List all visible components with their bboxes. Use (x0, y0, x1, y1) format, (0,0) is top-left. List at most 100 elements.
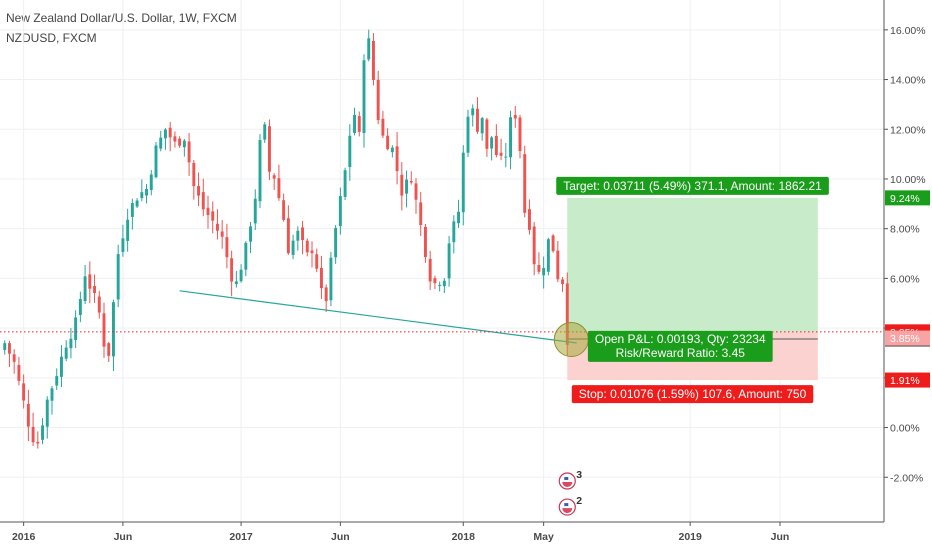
candle-body (258, 140, 262, 202)
candle-body (433, 278, 437, 284)
chart-legend: New Zealand Dollar/U.S. Dollar, 1W, FXCM… (6, 8, 237, 48)
candle-body (414, 183, 418, 200)
candle-body (305, 240, 309, 253)
event-marker[interactable]: 3 (558, 469, 582, 490)
candle-body (286, 218, 290, 254)
candle-body (532, 226, 536, 265)
candle-body (206, 207, 210, 216)
candle-body (542, 268, 546, 276)
candle-body (3, 343, 7, 351)
candle-body (97, 296, 101, 313)
candle-body (111, 302, 115, 357)
candle-body (494, 135, 498, 155)
candle-body (230, 258, 234, 282)
candle-body (50, 388, 54, 401)
y-tick-label: -2.00% (890, 472, 923, 484)
x-tick-label: Jun (331, 531, 350, 543)
flag-icon-canton (564, 503, 569, 507)
candle-body (490, 137, 494, 149)
flag-icon-fill (562, 508, 573, 514)
candle-body (197, 186, 201, 196)
candle-body (561, 279, 565, 284)
candle-body (452, 221, 456, 243)
candle-body (371, 40, 375, 81)
candle-body (485, 119, 489, 149)
y-tick-label: 16.00% (890, 25, 926, 37)
x-tick-label: 2019 (679, 531, 703, 543)
stop-label-bg (571, 385, 814, 404)
candle-body (45, 399, 49, 427)
y-tick-label: 8.00% (890, 224, 920, 236)
flag-icon-canton (564, 476, 569, 480)
candle-body (22, 383, 26, 401)
candle-body (405, 179, 409, 194)
candle-body (126, 219, 130, 241)
candle-body (178, 138, 182, 146)
candle-body (12, 354, 16, 362)
candle-body (234, 281, 238, 285)
candle-body (442, 280, 446, 287)
candle-body (291, 240, 295, 255)
candle-body (362, 60, 366, 133)
candle-body (376, 79, 380, 121)
open-pnl-box[interactable]: Open P&L: 0.00193, Qty: 23234Risk/Reward… (587, 330, 773, 362)
candle-body (31, 427, 35, 443)
candle-body (272, 175, 276, 179)
y-tick-label: 6.00% (890, 273, 920, 285)
x-tick-label: Jun (771, 531, 790, 543)
candle-body (565, 283, 569, 345)
candle-body (192, 162, 196, 187)
candle-body (36, 441, 40, 444)
candle-body (461, 152, 465, 213)
candle-body (78, 299, 82, 315)
candle-body (338, 196, 342, 227)
open-price-badge-bg (885, 330, 930, 346)
candle-body (315, 254, 319, 269)
target-label[interactable]: Target: 0.03711 (5.49%) 371.1, Amount: 1… (556, 176, 829, 195)
event-count: 3 (576, 469, 582, 481)
open-pnl-text: Open P&L: 0.00193, Qty: 23234 (595, 332, 766, 346)
candle-body (55, 376, 59, 386)
candle-body (334, 227, 338, 258)
y-tick-label: 10.00% (890, 174, 926, 186)
candle-body (135, 200, 139, 207)
candle-body (244, 242, 248, 270)
candle-body (367, 38, 371, 60)
candle-body (513, 115, 517, 119)
price-badge-bg (885, 372, 930, 388)
open-pnl-bg (587, 330, 773, 362)
candle-body (296, 230, 300, 241)
candle-body (353, 114, 357, 134)
candle-body (69, 338, 73, 349)
position-labels[interactable]: Target: 0.03711 (5.49%) 371.1, Amount: 1… (556, 176, 829, 404)
target-label-bg (556, 176, 829, 195)
candle-body (390, 147, 394, 153)
event-markers[interactable]: 32 (558, 469, 582, 516)
price-badges: 9.24%3.85%3.56%1.91%3.85% (885, 190, 930, 388)
candle-body (7, 343, 11, 354)
candle-body (239, 269, 243, 282)
candle-body (546, 239, 550, 272)
candle-body (475, 108, 479, 132)
price-badge-bg (885, 190, 930, 206)
candle-body (537, 264, 541, 272)
candle-body (211, 211, 215, 221)
candle-body (182, 140, 186, 148)
candle-body (343, 170, 347, 197)
entry-point-marker (553, 322, 589, 358)
target-label-text: Target: 0.03711 (5.49%) 371.1, Amount: 1… (563, 179, 822, 193)
candle-body (329, 257, 333, 301)
candle-body (107, 343, 111, 356)
candle-body (59, 356, 63, 377)
x-tick-label: 2018 (452, 531, 476, 543)
stop-label[interactable]: Stop: 0.01076 (1.59%) 107.6, Amount: 750 (571, 385, 814, 404)
candle-body (457, 211, 461, 224)
candle-body (267, 126, 271, 172)
price-badge-text: 1.91% (890, 375, 920, 387)
event-marker[interactable]: 2 (558, 495, 582, 516)
legend-symbol: NZDUSD, FXCM (6, 31, 97, 45)
candle-body (154, 145, 158, 178)
candle-body (83, 276, 87, 302)
